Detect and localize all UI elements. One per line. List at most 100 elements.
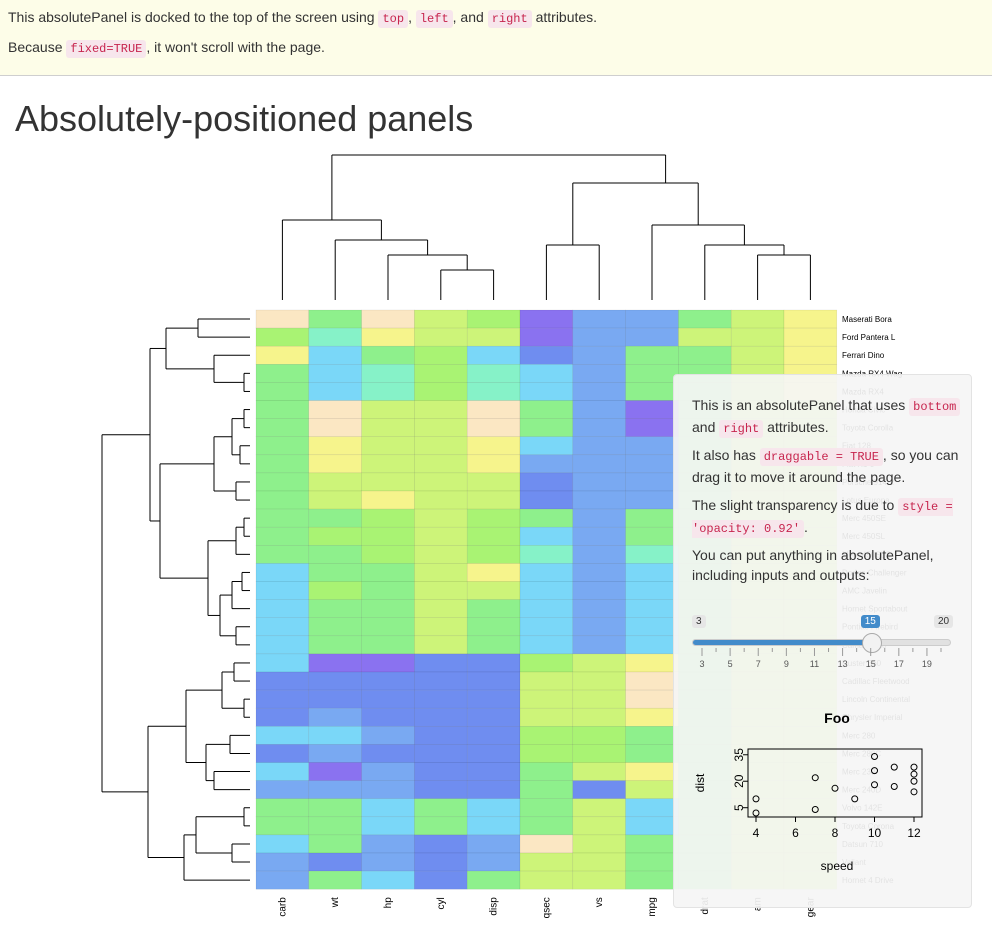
scatter-point (890, 783, 898, 791)
heatmap-cell (625, 490, 679, 510)
heatmap-cell (361, 327, 415, 347)
heatmap-cell (625, 436, 679, 456)
heatmap-cell (361, 400, 415, 419)
heatmap-cell (414, 327, 468, 347)
heatmap-cell (308, 816, 362, 836)
x-tick-label: 10 (868, 826, 882, 840)
heatmap-cell (519, 726, 574, 745)
heatmap-cell (414, 454, 468, 474)
heatmap-cell (572, 490, 626, 510)
heatmap-cell (255, 870, 310, 890)
heatmap-cell (466, 545, 521, 564)
scatter-point (871, 753, 878, 761)
heatmap-cell (466, 327, 521, 347)
heatmap-cell (361, 834, 415, 854)
heatmap-cell (414, 707, 468, 727)
heatmap-cell (466, 382, 521, 401)
heatmap-cell (414, 744, 468, 763)
heatmap-cell (361, 454, 415, 474)
heatmap-cell (361, 309, 415, 329)
heatmap-cell (519, 689, 574, 709)
heatmap-cell (519, 671, 574, 691)
heatmap-cell (572, 472, 626, 492)
heatmap-cell (414, 762, 468, 781)
heatmap-cell (625, 454, 679, 474)
heatmap-cell (255, 454, 310, 474)
text: Because (8, 39, 67, 55)
heatmap-cell (308, 526, 362, 546)
heatmap-cell (308, 653, 362, 673)
heatmap-cell (308, 762, 362, 781)
heatmap-cell (466, 436, 521, 456)
scatter-point (752, 809, 760, 817)
heatmap-cell (572, 816, 626, 836)
heatmap-cell (361, 508, 415, 528)
heatmap-cell (255, 762, 310, 781)
heatmap-cell (308, 490, 362, 510)
heatmap-cell (308, 689, 362, 709)
heatmap-cell (361, 382, 415, 401)
heatmap-cell (519, 545, 574, 564)
heatmap-cell (519, 327, 574, 347)
heatmap-cell (414, 671, 468, 691)
panel-paragraph-1: This is an absolutePanel that uses botto… (692, 395, 962, 439)
heatmap-cell (466, 581, 521, 600)
heatmap-cell (625, 400, 679, 419)
heatmap-cell (625, 345, 679, 365)
slider-track[interactable] (692, 633, 951, 653)
row-label: Ford Pantera L (842, 333, 896, 342)
heatmap-cell (625, 762, 679, 781)
heatmap-cell (625, 418, 679, 437)
heatmap-cell (255, 436, 310, 456)
scatter-point (831, 784, 839, 792)
heatmap-cell (466, 653, 521, 673)
heatmap-cell (519, 707, 574, 727)
heatmap-cell (519, 762, 574, 781)
x-tick-label: 4 (753, 826, 760, 840)
heatmap-cell (572, 599, 626, 618)
heatmap-cell (572, 653, 626, 673)
heatmap-cell (466, 816, 521, 836)
heatmap-cell (519, 345, 574, 365)
heatmap-cell (466, 526, 521, 546)
heatmap-cell (361, 599, 415, 618)
heatmap-cell (414, 490, 468, 510)
heatmap-cell (414, 581, 468, 600)
heatmap-cell (572, 454, 626, 474)
heatmap-cell (255, 563, 310, 582)
heatmap-cell (625, 707, 679, 727)
text: and (692, 419, 720, 435)
row-label: Mazda RX4 Wag (842, 369, 902, 378)
heatmap-cell (308, 309, 362, 329)
scatter-point (910, 763, 918, 771)
heatmap-cell (625, 581, 679, 600)
x-axis-label: speed (821, 859, 854, 873)
slider-value-label: 15 (860, 615, 880, 628)
heatmap-cell (255, 780, 310, 799)
heatmap-cell (414, 526, 468, 546)
heatmap-cell (466, 472, 521, 492)
scatter-point (811, 805, 819, 813)
heatmap-cell (625, 870, 679, 890)
heatmap-cell (466, 418, 521, 437)
heatmap-cell (255, 671, 310, 691)
heatmap-cell (361, 490, 415, 510)
heatmap-cell (255, 364, 310, 383)
heatmap-cell (625, 617, 679, 637)
heatmap-cell (361, 545, 415, 564)
heatmap-cell (308, 726, 362, 745)
heatmap-cell (361, 653, 415, 673)
heatmap-cell (519, 490, 574, 510)
heatmap-cell (255, 327, 310, 347)
slider-handle[interactable] (861, 633, 882, 653)
heatmap-cell (625, 726, 679, 745)
top-info-panel: This absolutePanel is docked to the top … (0, 0, 992, 76)
heatmap-cell (361, 617, 415, 637)
code-draggable: draggable = TRUE (759, 448, 883, 466)
heatmap-cell (308, 563, 362, 582)
heatmap-cell (519, 454, 574, 474)
heatmap-cell (255, 345, 310, 365)
heatmap-cell (308, 617, 362, 637)
heatmap-cell (414, 852, 468, 872)
heatmap-cell (308, 870, 362, 890)
